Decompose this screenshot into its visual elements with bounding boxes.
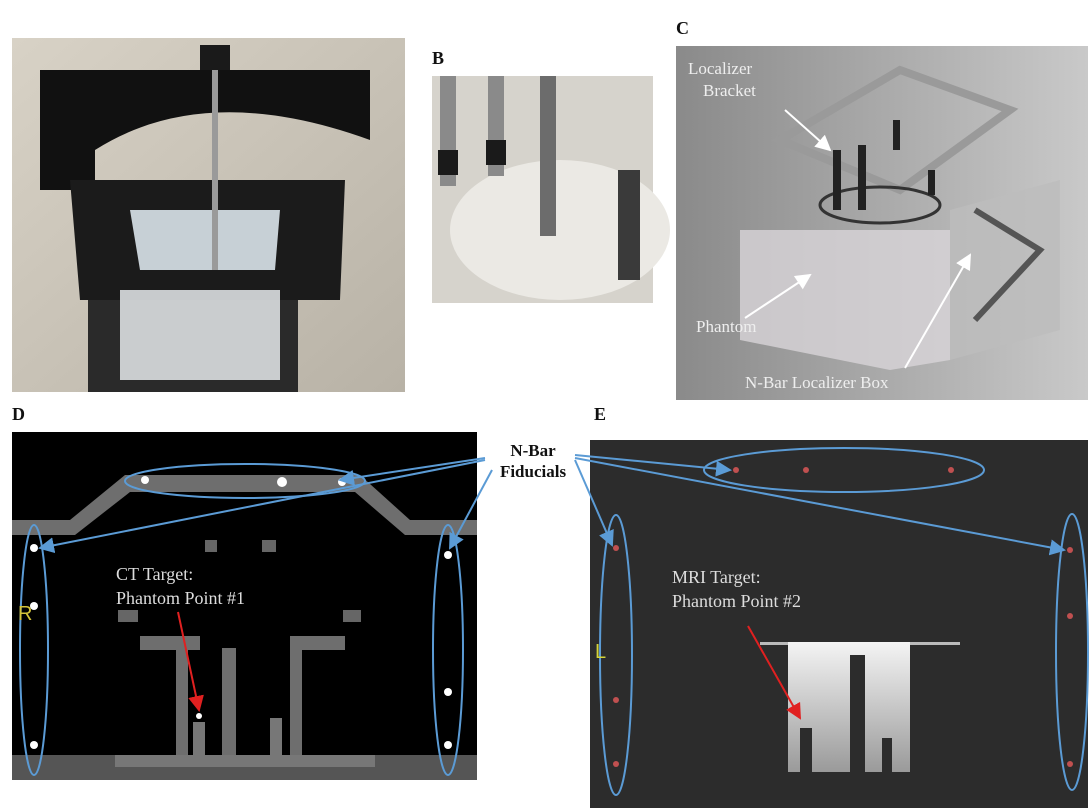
fiducials-line: N-Bar xyxy=(510,441,556,460)
panel-label: E xyxy=(594,404,606,424)
annotation-line: Bracket xyxy=(703,81,756,100)
target-line: CT Target: xyxy=(116,564,193,584)
mri-scan xyxy=(590,440,1088,808)
annotation: N-Bar Localizer Box xyxy=(745,373,889,392)
target-line: MRI Target: xyxy=(672,567,761,587)
panel-label: C xyxy=(676,18,689,38)
annotation-line: Localizer xyxy=(688,59,753,78)
photo-a xyxy=(12,38,405,392)
photo-b xyxy=(432,76,670,303)
target-line: Phantom Point #2 xyxy=(672,591,801,611)
fiducials-label: N-Bar Fiducials xyxy=(500,441,567,481)
side-marker: R xyxy=(18,603,32,625)
figure: A B C LocalizerBracket Phantom xyxy=(0,0,1090,810)
side-marker: L xyxy=(595,641,606,663)
fiducials-line: Fiducials xyxy=(500,462,567,481)
panel-label: D xyxy=(12,404,25,424)
annotation: Phantom xyxy=(696,317,756,336)
target-line: Phantom Point #1 xyxy=(116,588,245,608)
panel-label: B xyxy=(432,48,444,68)
